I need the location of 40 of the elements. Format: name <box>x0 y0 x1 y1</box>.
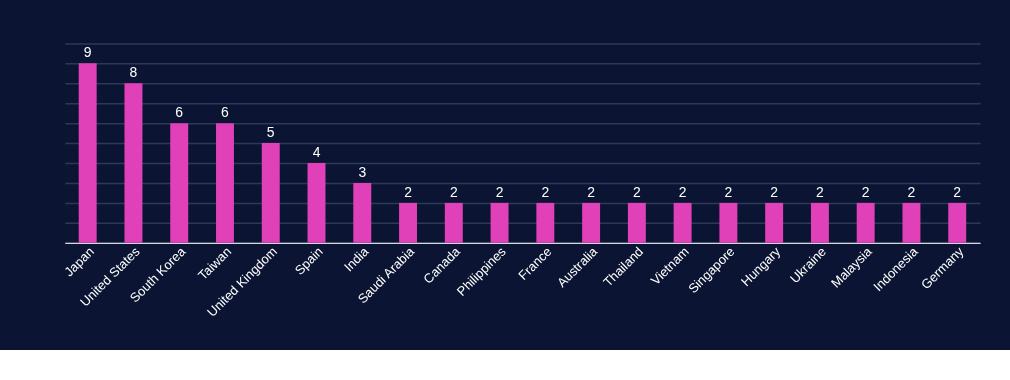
bar <box>719 202 738 243</box>
data-label: 2 <box>404 183 413 200</box>
bar <box>673 202 692 243</box>
data-label: 2 <box>770 183 779 200</box>
data-label: 5 <box>266 124 275 141</box>
bar <box>307 163 326 243</box>
bar <box>536 202 555 243</box>
data-label: 6 <box>221 104 230 121</box>
bar <box>765 202 784 243</box>
bar <box>948 202 967 243</box>
bar <box>170 123 189 243</box>
bar <box>582 202 601 243</box>
bar <box>78 63 97 243</box>
bar <box>627 202 646 243</box>
data-label: 2 <box>541 183 550 200</box>
bar <box>399 202 418 243</box>
data-label: 2 <box>907 183 916 200</box>
data-label: 3 <box>358 163 367 180</box>
bar <box>902 202 921 243</box>
data-label: 2 <box>861 183 870 200</box>
bar <box>810 202 829 243</box>
data-label: 8 <box>129 64 138 81</box>
data-label: 4 <box>312 144 321 161</box>
data-label: 2 <box>632 183 641 200</box>
data-label: 2 <box>724 183 733 200</box>
data-label: 2 <box>678 183 687 200</box>
bar <box>216 123 234 243</box>
data-label: 2 <box>587 183 596 200</box>
data-label: 9 <box>83 44 92 61</box>
bar <box>124 83 143 243</box>
data-label: 2 <box>449 183 458 200</box>
bar <box>856 202 875 243</box>
bar <box>353 182 372 243</box>
data-label: 2 <box>495 183 504 200</box>
data-label: 2 <box>953 183 962 200</box>
bar <box>490 202 509 243</box>
bar <box>261 143 280 243</box>
bar <box>444 202 463 243</box>
data-label: 2 <box>816 183 825 200</box>
data-label: 6 <box>175 104 184 121</box>
